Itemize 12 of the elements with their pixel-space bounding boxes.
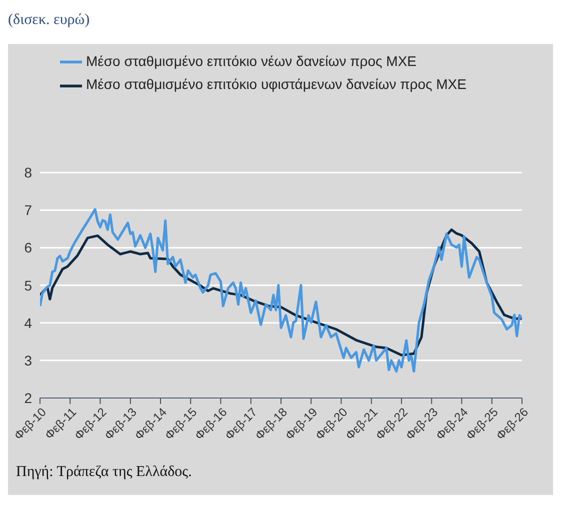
text: Πηγή: Τράπεζα της Ελλάδος. — [16, 464, 193, 481]
y-tick-label: 6 — [24, 240, 32, 256]
y-tick-label: 3 — [24, 352, 32, 368]
legend-label: Μέσο σταθμισμένο επιτόκιο νέων δανείων προς ΜΧΕ — [86, 53, 416, 69]
legend-label: Μέσο σταθμισμένο επιτόκιο υφιστάμενων δανείων προς ΜΧΕ — [86, 76, 466, 92]
line-series — [40, 208, 522, 373]
y-tick-label: 7 — [24, 202, 32, 218]
y-tick-label: 4 — [24, 314, 32, 331]
y-tick-label: 5 — [24, 277, 32, 294]
chart-title: (δισεκ. ευρώ) — [8, 11, 91, 30]
y-tick-label: 8 — [24, 164, 32, 181]
y-tick-label: 2 — [24, 390, 32, 406]
